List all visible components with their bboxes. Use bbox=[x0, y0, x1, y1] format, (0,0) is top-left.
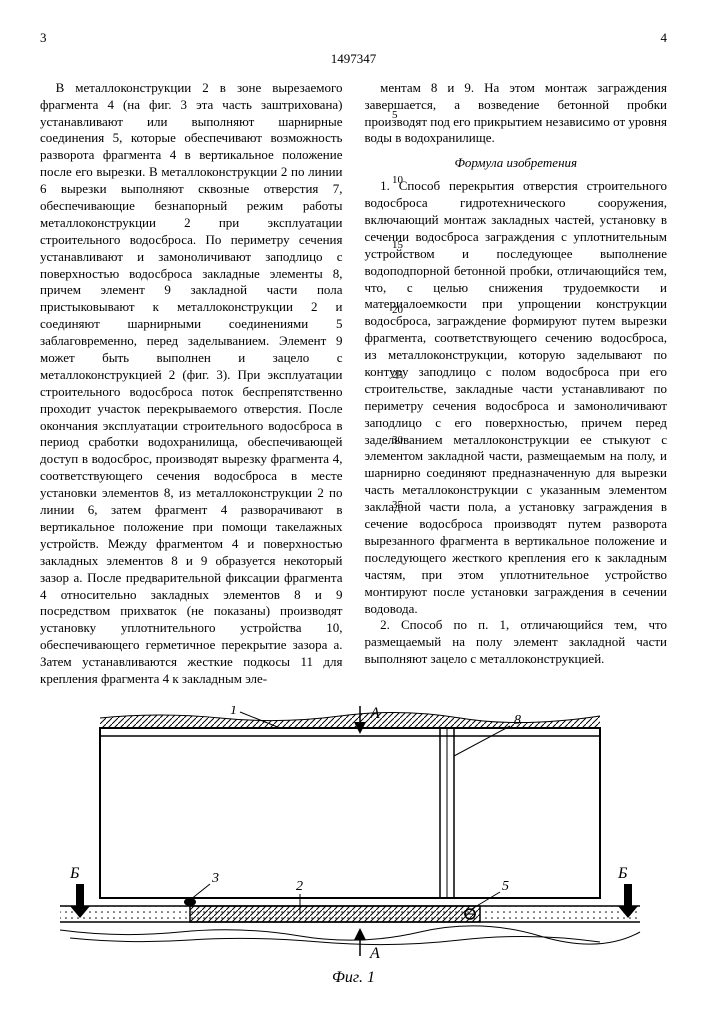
section-mark-b: Б bbox=[617, 865, 628, 882]
claims-heading: Формула изобретения bbox=[365, 155, 668, 172]
claim-paragraph: 1. Способ перекрытия отверстия строитель… bbox=[365, 178, 668, 617]
document-number: 1497347 bbox=[40, 51, 667, 68]
right-column: ментам 8 и 9. На этом монтаж заграждения… bbox=[365, 80, 668, 688]
callout-8: 8 bbox=[514, 713, 521, 728]
line-marker: 15 bbox=[392, 240, 403, 251]
line-number-gutter: 5 10 15 20 25 30 35 bbox=[392, 110, 403, 565]
figure-1: А А Б Б 1 8 2 3 5 Фиг. 1 bbox=[40, 706, 667, 989]
claim-paragraph: 2. Способ по п. 1, отличающийся тем, что… bbox=[365, 617, 668, 668]
left-column: В металлоконструкции 2 в зоне вырезаемог… bbox=[40, 80, 343, 688]
line-marker: 5 bbox=[392, 110, 403, 121]
section-mark-a: А bbox=[369, 945, 380, 962]
line-marker: 30 bbox=[392, 435, 403, 446]
callout-3: 3 bbox=[211, 871, 219, 886]
callout-5: 5 bbox=[502, 879, 509, 894]
engineering-diagram: А А Б Б 1 8 2 3 5 bbox=[40, 706, 660, 966]
section-mark-b: Б bbox=[69, 865, 80, 882]
line-marker: 20 bbox=[392, 305, 403, 316]
line-marker: 10 bbox=[392, 175, 403, 186]
figure-label: Фиг. 1 bbox=[40, 968, 667, 989]
body-paragraph: ментам 8 и 9. На этом монтаж заграждения… bbox=[365, 80, 668, 148]
body-paragraph: В металлоконструкции 2 в зоне вырезаемог… bbox=[40, 80, 343, 688]
page-left: 3 bbox=[40, 30, 47, 47]
section-mark-a: А bbox=[369, 706, 380, 722]
line-marker: 35 bbox=[392, 500, 403, 511]
page-numbers: 3 4 bbox=[40, 30, 667, 47]
text-columns: В металлоконструкции 2 в зоне вырезаемог… bbox=[40, 80, 667, 688]
line-marker: 25 bbox=[392, 370, 403, 381]
callout-2: 2 bbox=[296, 879, 303, 894]
page-right: 4 bbox=[661, 30, 668, 47]
callout-1: 1 bbox=[230, 706, 237, 718]
